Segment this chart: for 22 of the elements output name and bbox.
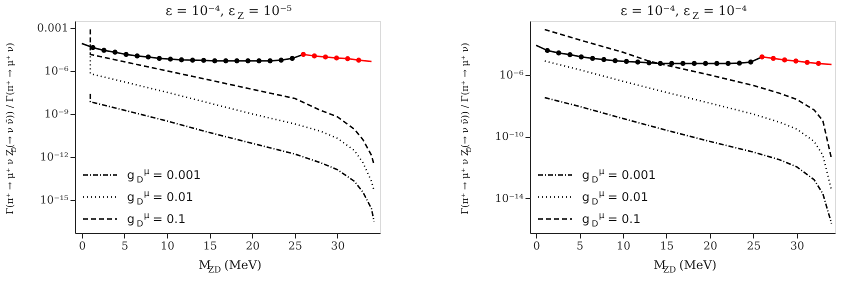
x-tick-label: 25 xyxy=(746,240,761,252)
y-tick-label: 10⁻⁶ xyxy=(44,64,70,78)
x-tick-label: 15 xyxy=(660,240,674,252)
y-tick-label: 10⁻⁹ xyxy=(44,107,70,120)
x-tick-label: 25 xyxy=(288,240,302,252)
x-tick-label: 10 xyxy=(160,240,175,252)
x-tick-label: 30 xyxy=(330,240,345,252)
y-tick-label: 10⁻⁶ xyxy=(499,68,524,82)
x-tick-label: 30 xyxy=(790,240,804,252)
y-tick-label: 10⁻¹⁴ xyxy=(494,192,524,205)
x-tick-label: 15 xyxy=(203,240,218,252)
y-tick-label: 0.001 xyxy=(37,21,68,34)
x-tick-label: 20 xyxy=(246,240,260,252)
x-tick-label: 0 xyxy=(78,240,86,252)
y-tick-label: 10⁻¹² xyxy=(40,150,68,164)
x-tick-label: 10 xyxy=(616,240,630,252)
x-tick-label: 5 xyxy=(121,240,128,252)
y-tick-label: 10⁻¹⁰ xyxy=(494,130,524,144)
x-tick-label: 20 xyxy=(703,240,718,252)
y-tick-label: 10⁻¹⁵ xyxy=(40,193,68,206)
x-tick-label: 5 xyxy=(576,240,584,252)
x-tick-label: 0 xyxy=(533,240,540,252)
